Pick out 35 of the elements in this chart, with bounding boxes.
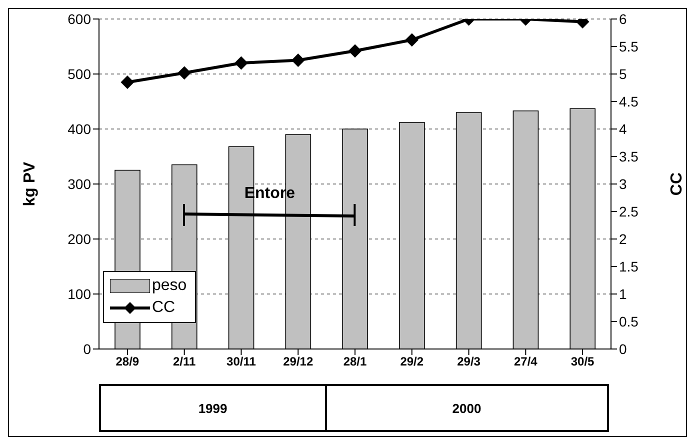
- x-tick-label: 29/2: [400, 354, 424, 369]
- y2-tick-label: 4.5: [619, 93, 639, 110]
- y2-tick-label: 3.5: [619, 148, 639, 164]
- y2-tick-label: 4: [619, 120, 627, 137]
- y2-tick-label: 3: [619, 176, 627, 192]
- y2-tick-label: 0.5: [619, 313, 639, 330]
- y-tick-label: 0: [83, 340, 92, 357]
- x-tick-label: 29/3: [457, 354, 481, 369]
- y-tick-label: 300: [68, 176, 92, 192]
- y2-tick-label: 1: [619, 286, 627, 302]
- text: 1999: [99, 384, 327, 432]
- y2-tick-label: 1.5: [619, 258, 639, 274]
- y2-tick-label: 6: [619, 10, 627, 27]
- y2-tick-label: 5.5: [619, 38, 639, 54]
- x-tick-label: 28/9: [116, 354, 140, 369]
- y-tick-label: 600: [68, 10, 92, 27]
- y2-axis-title: CC: [668, 172, 686, 196]
- x-tick-label: 28/1: [343, 354, 367, 369]
- x-tick-label: 30/5: [570, 354, 595, 369]
- y-tick-label: 400: [68, 120, 92, 137]
- y-axis-title: kg PV: [22, 161, 39, 206]
- x-tick-label: 27/4: [514, 354, 538, 369]
- y-tick-label: 200: [68, 230, 92, 247]
- y-tick-label: 100: [68, 286, 92, 302]
- y2-tick-label: 5: [619, 66, 627, 82]
- x-tick-label: 30/11: [226, 354, 256, 369]
- legend-label: CC: [152, 298, 176, 318]
- y2-tick-label: 0: [619, 340, 627, 357]
- y-tick-label: 500: [68, 66, 92, 82]
- x-tick-label: 2/11: [172, 354, 196, 369]
- text: 2000: [324, 384, 609, 432]
- y2-tick-label: 2: [619, 230, 627, 247]
- legend-label: peso: [152, 276, 187, 296]
- x-tick-label: 29/12: [283, 354, 314, 369]
- y2-tick-label: 2.5: [619, 203, 639, 220]
